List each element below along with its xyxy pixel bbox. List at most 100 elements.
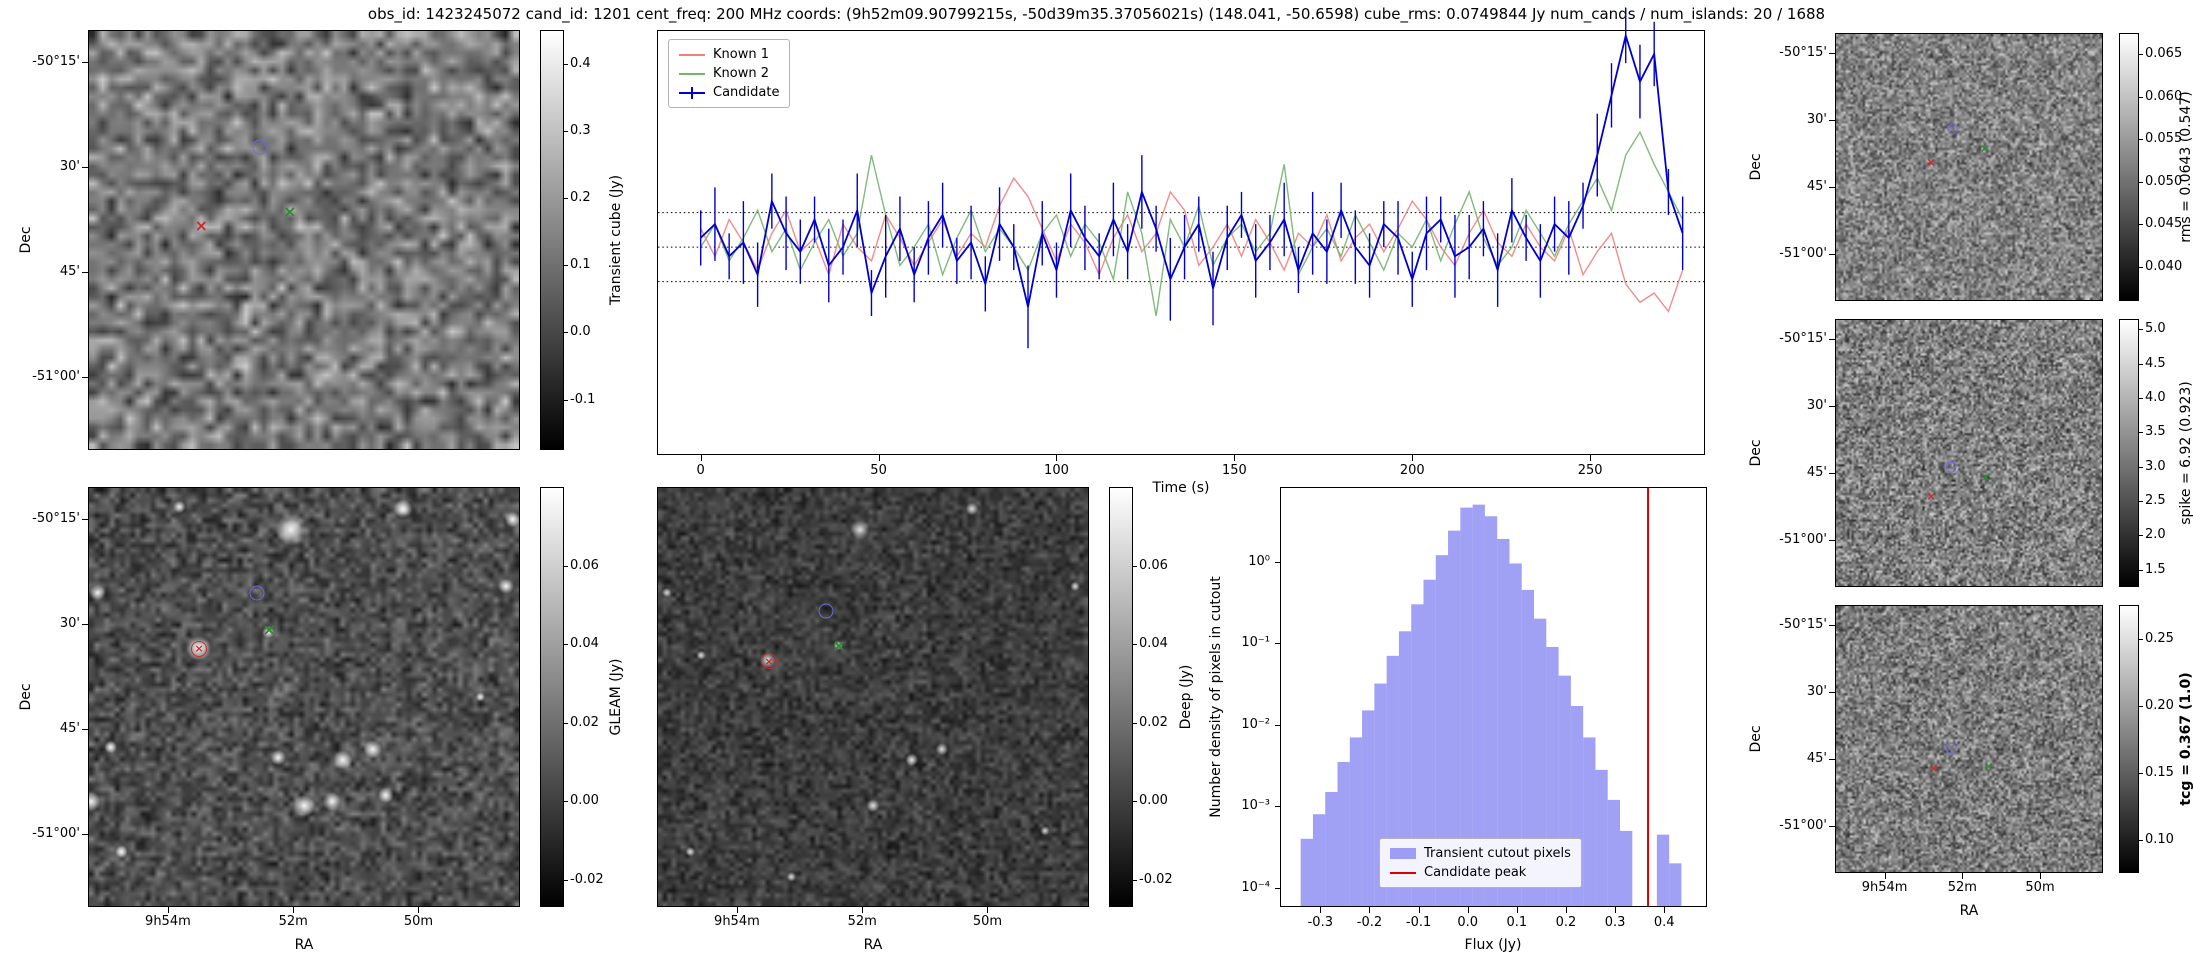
colorbar-tick-mark xyxy=(564,565,568,567)
legend-label-candidate-peak: Candidate peak xyxy=(1424,865,1527,880)
dec-axis-label: Dec xyxy=(18,226,34,254)
colorbar-tick-label: 0.04 xyxy=(570,636,599,651)
known2-marker: × xyxy=(832,635,846,655)
dec-tick-mark xyxy=(82,518,88,520)
colorbar-tick-label: -0.1 xyxy=(570,391,596,407)
colorbar-tick-mark xyxy=(2139,839,2143,841)
colorbar-tick-mark xyxy=(1133,801,1137,803)
flux-tick-mark xyxy=(1565,907,1567,913)
ra-tick-mark xyxy=(987,907,989,913)
histogram-patch-swatch xyxy=(1390,848,1416,859)
colorbar-tick-mark xyxy=(2139,139,2143,141)
legend-label-candidate: Candidate xyxy=(713,85,780,100)
colorbar-tick-mark xyxy=(2139,501,2143,503)
figure-title: obs_id: 1423245072 cand_id: 1201 cent_fr… xyxy=(367,5,1826,23)
colorbar-tick-label: 0.2 xyxy=(570,190,591,205)
colorbar-tick-label: 5.0 xyxy=(2145,321,2166,337)
colorbar-tick-mark xyxy=(2139,772,2143,774)
ra-tick-mark xyxy=(418,907,420,913)
colorbar-tick-label: 0.045 xyxy=(2145,216,2183,232)
lightcurve-plot: Known 1 Known 2 Candidate xyxy=(657,8,1705,455)
dec-tick-mark xyxy=(82,833,88,835)
colorbar-tick-label: 0.20 xyxy=(2145,697,2174,713)
dec-tick-mark xyxy=(1829,625,1835,627)
colorbar-tick-mark xyxy=(564,644,568,645)
colorbar-tick-label: 2.0 xyxy=(2145,527,2166,543)
gleam-colorbar xyxy=(540,487,564,907)
dec-tick-label: 30' xyxy=(1806,684,1827,700)
colorbar-tick-label: 0.00 xyxy=(1139,793,1168,809)
known2-marker: × xyxy=(1983,759,1994,774)
density-tick-mark xyxy=(1275,643,1280,645)
candidate-marker xyxy=(818,603,834,619)
flux-tick-label: -0.1 xyxy=(1405,915,1432,930)
known1-marker: × xyxy=(761,653,778,670)
dec-tick-mark xyxy=(82,376,88,378)
time-tick-label: 200 xyxy=(1399,463,1425,478)
ra-tick-label: 9h54m xyxy=(145,914,191,929)
deep-colorbar xyxy=(1109,487,1133,907)
dec-axis-label: Dec xyxy=(18,683,34,711)
colorbar-tick-mark xyxy=(2139,535,2143,537)
ra-tick-mark xyxy=(167,907,169,913)
known2-marker: × xyxy=(283,201,297,221)
time-tick-label: 0 xyxy=(696,463,705,478)
colorbar-tick-label: 0.15 xyxy=(2145,764,2174,780)
dec-tick-mark xyxy=(1829,120,1835,122)
colorbar-tick-label: 0.055 xyxy=(2145,131,2183,147)
colorbar-tick-label: 3.5 xyxy=(2145,424,2166,440)
ra-tick-mark xyxy=(1884,873,1886,879)
colorbar-tick-label: 0.02 xyxy=(1139,714,1168,730)
dec-tick-label: 30' xyxy=(1806,112,1827,128)
dec-tick-label: -51°00' xyxy=(32,368,80,384)
flux-tick-label: 0.4 xyxy=(1653,915,1675,930)
density-tick-label: 10⁻⁴ xyxy=(1241,879,1270,895)
dec-tick-mark xyxy=(1829,406,1835,408)
tcg-colorbar xyxy=(2119,605,2139,873)
time-tick-label: 50 xyxy=(870,463,887,478)
sky-image-canvas xyxy=(1836,34,2102,300)
flux-tick-mark xyxy=(1467,907,1469,913)
density-tick-label: 10⁰ xyxy=(1248,553,1270,569)
legend-label-known2: Known 2 xyxy=(713,66,769,81)
colorbar-tick-mark xyxy=(2139,181,2143,183)
density-tick-mark xyxy=(1275,724,1280,726)
colorbar-tick-label: 0.10 xyxy=(2145,831,2174,847)
deep-cutout: × × xyxy=(657,487,1089,907)
colorbar-tick-mark xyxy=(2139,363,2143,365)
known1-marker: × xyxy=(191,640,208,657)
colorbar-tick-mark xyxy=(2139,432,2143,434)
flux-tick-label: 0.2 xyxy=(1555,915,1577,930)
dec-tick-label: -50°15' xyxy=(32,510,80,526)
density-tick-label: 10⁻² xyxy=(1241,716,1270,732)
time-tick-label: 100 xyxy=(1044,463,1069,478)
ra-tick-label: 52m xyxy=(278,914,308,929)
histogram-legend: Transient cutout pixels Candidate peak xyxy=(1379,838,1582,888)
colorbar-tick-label: 3.0 xyxy=(2145,458,2166,474)
colorbar-tick-mark xyxy=(564,879,568,881)
candidate-marker xyxy=(249,585,265,601)
colorbar-tick-label: 4.0 xyxy=(2145,390,2166,406)
colorbar-tick-label: -0.02 xyxy=(570,871,604,887)
flux-tick-mark xyxy=(1664,907,1666,913)
ra-tick-label: 50m xyxy=(2025,880,2055,895)
colorbar-tick-label: 0.0 xyxy=(570,324,591,340)
bright-sources-canvas xyxy=(89,488,519,906)
spike-colorbar-label: spike = 6.92 (0.923) xyxy=(2178,381,2193,525)
colorbar-tick-mark xyxy=(564,722,568,724)
flux-tick-label: -0.2 xyxy=(1356,915,1383,930)
density-tick-mark xyxy=(1275,887,1280,889)
colorbar-tick-mark xyxy=(564,130,568,132)
dec-tick-label: 45' xyxy=(1806,465,1827,481)
dec-tick-label: 45' xyxy=(59,263,80,279)
colorbar-tick-mark xyxy=(1133,565,1137,567)
colorbar-tick-label: 0.040 xyxy=(2145,258,2183,274)
ra-tick-label: 9h54m xyxy=(1861,880,1908,895)
sky-image-canvas xyxy=(1836,606,2102,872)
known2-marker: × xyxy=(1979,141,1990,156)
ra-axis-label: RA xyxy=(863,937,883,953)
flux-tick-mark xyxy=(1418,907,1420,913)
colorbar-tick-mark xyxy=(1133,644,1137,645)
colorbar-tick-label: 0.25 xyxy=(2145,630,2174,646)
